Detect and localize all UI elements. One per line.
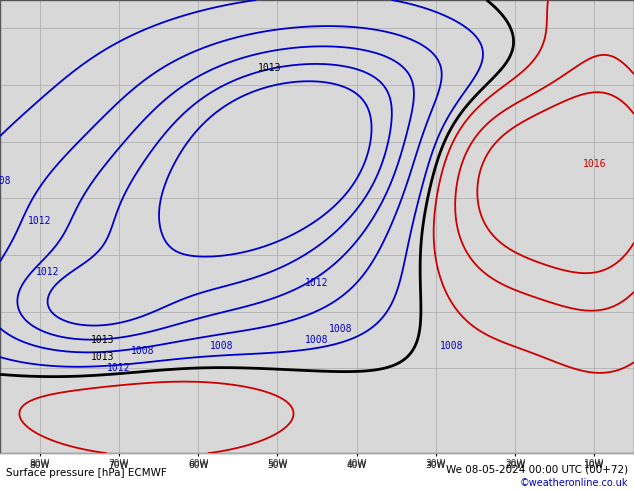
Text: 10W: 10W bbox=[584, 459, 605, 468]
Text: 1013: 1013 bbox=[91, 352, 115, 362]
Text: 1008: 1008 bbox=[210, 341, 234, 351]
Text: 1012: 1012 bbox=[107, 363, 131, 373]
Text: 1008: 1008 bbox=[329, 323, 353, 334]
Text: 40W: 40W bbox=[347, 459, 366, 468]
Text: 1008: 1008 bbox=[305, 335, 329, 345]
Text: 20W: 20W bbox=[505, 459, 525, 468]
Text: 1016: 1016 bbox=[583, 159, 606, 170]
Text: We 08-05-2024 00:00 UTC (00+72): We 08-05-2024 00:00 UTC (00+72) bbox=[446, 465, 628, 475]
Text: 1013: 1013 bbox=[91, 335, 115, 345]
Text: 1008: 1008 bbox=[131, 346, 155, 356]
Text: 1012: 1012 bbox=[28, 216, 51, 226]
Text: 1013: 1013 bbox=[257, 63, 281, 73]
Text: 70W: 70W bbox=[108, 459, 129, 468]
Text: 1008: 1008 bbox=[440, 341, 463, 351]
Text: 1008: 1008 bbox=[0, 176, 12, 186]
Text: 80W: 80W bbox=[29, 459, 50, 468]
Text: Surface pressure [hPa] ECMWF: Surface pressure [hPa] ECMWF bbox=[6, 468, 167, 478]
Text: 30W: 30W bbox=[425, 459, 446, 468]
Text: 60W: 60W bbox=[188, 459, 209, 468]
Text: 50W: 50W bbox=[267, 459, 288, 468]
Text: ©weatheronline.co.uk: ©weatheronline.co.uk bbox=[519, 478, 628, 488]
Text: 1012: 1012 bbox=[36, 267, 60, 277]
Text: 1012: 1012 bbox=[305, 278, 329, 288]
